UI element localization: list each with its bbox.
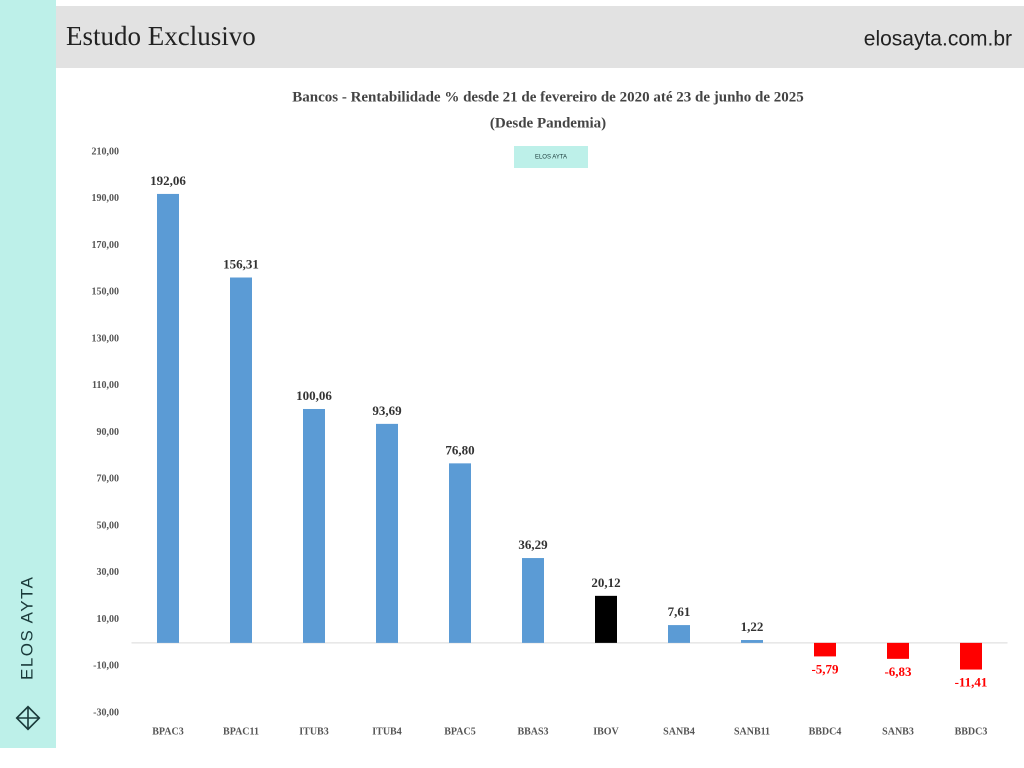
x-tick-label: BBDC4 bbox=[809, 726, 842, 737]
x-tick-label: BPAC11 bbox=[223, 726, 259, 737]
y-tick-label: -10,00 bbox=[93, 661, 119, 672]
bar bbox=[157, 193, 179, 643]
y-tick-label: 150,00 bbox=[92, 287, 120, 298]
value-label: -6,83 bbox=[884, 664, 912, 679]
y-tick-label: -30,00 bbox=[93, 707, 119, 718]
x-tick-label: SANB11 bbox=[734, 726, 770, 737]
brand-badge-text: ELOS AYTA bbox=[535, 155, 567, 161]
bar bbox=[522, 558, 544, 643]
x-tick-label: BBAS3 bbox=[517, 726, 548, 737]
y-tick-label: 30,00 bbox=[97, 567, 120, 578]
bar bbox=[303, 408, 325, 643]
y-tick-label: 190,00 bbox=[92, 193, 120, 204]
x-tick-label: BPAC5 bbox=[444, 726, 475, 737]
header-site: elosayta.com.br bbox=[864, 28, 1012, 51]
value-label: 156,31 bbox=[223, 256, 259, 271]
value-label: 93,69 bbox=[372, 403, 402, 418]
value-label: 36,29 bbox=[518, 537, 548, 552]
x-tick-label: BBDC3 bbox=[955, 726, 988, 737]
x-tick-label: BPAC3 bbox=[152, 726, 183, 737]
bar bbox=[449, 463, 471, 643]
x-tick-label: SANB3 bbox=[882, 726, 914, 737]
header-title: Estudo Exclusivo bbox=[66, 21, 256, 51]
y-tick-label: 170,00 bbox=[92, 240, 120, 251]
value-label: -5,79 bbox=[811, 661, 839, 676]
x-tick-label: ITUB4 bbox=[372, 726, 401, 737]
value-label: -11,41 bbox=[955, 675, 988, 690]
brand-logo bbox=[15, 705, 41, 731]
side-strip bbox=[0, 0, 56, 748]
value-label: 100,06 bbox=[296, 388, 332, 403]
bar bbox=[887, 642, 909, 659]
bar bbox=[668, 625, 690, 643]
y-tick-label: 90,00 bbox=[97, 427, 120, 438]
value-label: 20,12 bbox=[591, 575, 620, 590]
y-tick-label: 70,00 bbox=[97, 474, 120, 485]
bar bbox=[960, 642, 982, 670]
y-tick-label: 210,00 bbox=[92, 146, 120, 157]
y-tick-label: 50,00 bbox=[97, 520, 120, 531]
value-label: 76,80 bbox=[445, 442, 474, 457]
value-label: 192,06 bbox=[150, 173, 186, 188]
bar bbox=[376, 423, 398, 643]
bar bbox=[741, 640, 763, 643]
value-label: 7,61 bbox=[668, 604, 691, 619]
side-brand: ELOS AYTA bbox=[17, 575, 36, 680]
chart-title: Bancos - Rentabilidade % desde 21 de fev… bbox=[292, 89, 804, 105]
bar bbox=[814, 642, 836, 657]
chart-subtitle: (Desde Pandemia) bbox=[490, 115, 606, 131]
x-tick-label: ITUB3 bbox=[299, 726, 328, 737]
x-tick-label: SANB4 bbox=[663, 726, 695, 737]
bar bbox=[595, 595, 617, 643]
y-tick-label: 110,00 bbox=[92, 380, 119, 391]
x-tick-label: IBOV bbox=[593, 726, 619, 737]
y-tick-label: 10,00 bbox=[97, 614, 120, 625]
value-label: 1,22 bbox=[741, 619, 764, 634]
header-band bbox=[56, 6, 1024, 68]
brand-badge bbox=[514, 146, 588, 168]
bar bbox=[230, 277, 252, 643]
y-tick-label: 130,00 bbox=[92, 333, 120, 344]
